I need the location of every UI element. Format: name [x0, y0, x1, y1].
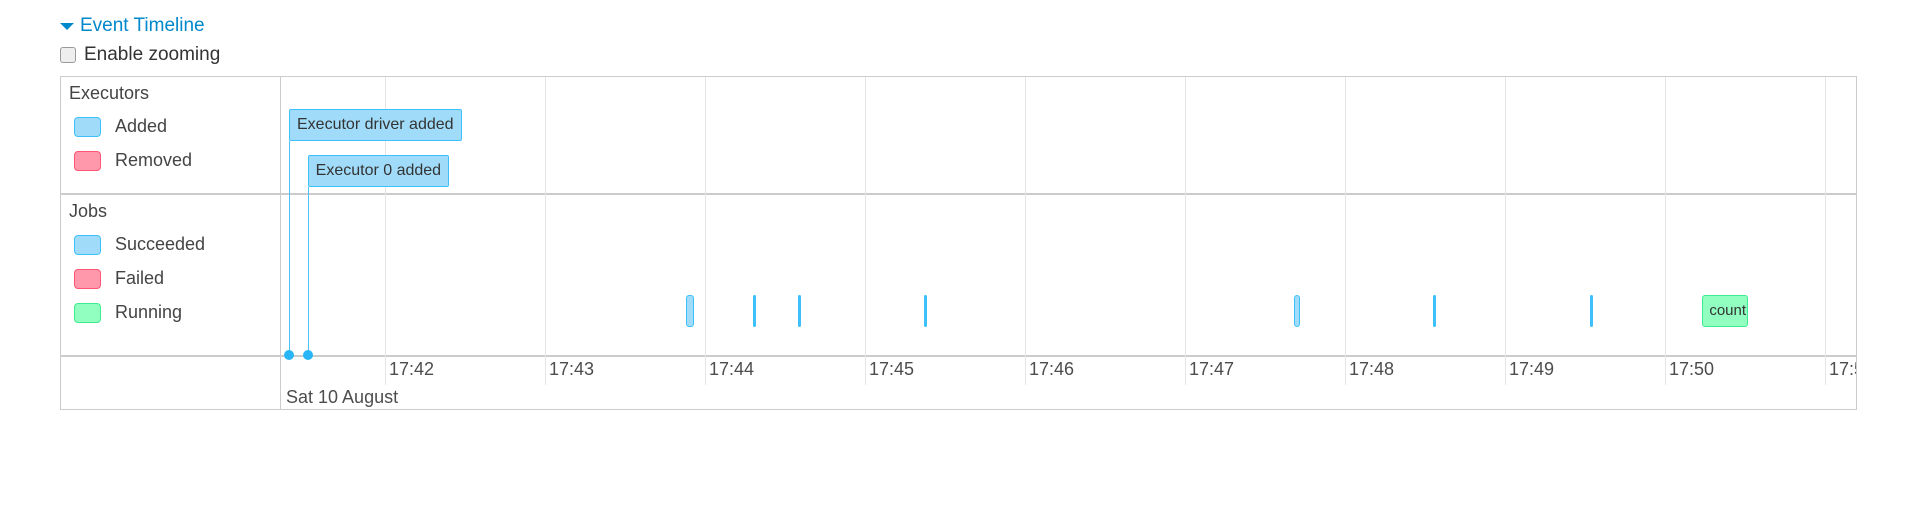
gridline — [1025, 77, 1026, 385]
axis-tick-label: 17:48 — [1349, 359, 1395, 379]
axis-tick-label: 17:46 — [1029, 359, 1075, 379]
section-title: Event Timeline — [80, 15, 205, 36]
label-column-divider — [280, 77, 281, 409]
legend-added: Added — [74, 116, 167, 137]
caret-down-icon — [60, 22, 74, 30]
event-timeline-toggle[interactable]: Event Timeline — [60, 15, 205, 37]
enable-zooming-checkbox[interactable] — [60, 47, 76, 63]
legend-label: Running — [115, 302, 183, 322]
executor-event-box[interactable]: Executor 0 added — [307, 155, 450, 187]
axis-tick-label: 17:45 — [869, 359, 915, 379]
axis-tick-label: 17:47 — [1189, 359, 1235, 379]
succeeded-swatch — [74, 234, 101, 255]
gridline — [1825, 77, 1826, 385]
date-label: Sat 10 August — [286, 387, 399, 407]
event-dot[interactable] — [302, 350, 313, 360]
gridline — [1505, 77, 1506, 385]
legend-label: Failed — [115, 268, 165, 288]
axis-divider — [61, 355, 1856, 357]
group-divider — [61, 193, 1856, 195]
job-bar[interactable] — [753, 295, 756, 327]
axis-tick-label: 17:49 — [1509, 359, 1555, 379]
legend-label: Added — [115, 116, 168, 136]
added-swatch — [74, 116, 101, 137]
removed-swatch — [74, 150, 101, 171]
enable-zooming-label: Enable zooming — [84, 44, 221, 65]
enable-zooming-row[interactable]: Enable zooming — [60, 44, 220, 66]
gridline — [385, 77, 386, 385]
job-bar[interactable] — [923, 295, 927, 327]
gridline — [865, 77, 866, 385]
event-stem — [307, 187, 309, 355]
legend-running: Running — [74, 302, 182, 323]
legend-label: Succeeded — [115, 234, 206, 254]
gridline — [1185, 77, 1186, 385]
event-stem — [289, 141, 290, 355]
gridline — [1345, 77, 1346, 385]
axis-tick-label: 17:51 — [1829, 359, 1856, 379]
running-swatch — [74, 302, 101, 323]
gridline — [545, 77, 546, 385]
axis-tick-label: 17:42 — [389, 359, 435, 379]
job-bar[interactable] — [1433, 295, 1436, 327]
gridline — [1665, 77, 1666, 385]
gridline — [705, 77, 706, 385]
axis-tick-label: 17:43 — [549, 359, 595, 379]
job-bar[interactable] — [1590, 295, 1594, 327]
job-bar[interactable] — [798, 295, 802, 327]
legend-succeeded: Succeeded — [74, 234, 205, 255]
timeline-panel[interactable]: Executors Added Removed Jobs Succeeded F… — [60, 76, 1857, 410]
job-bar[interactable] — [686, 295, 695, 327]
legend-failed: Failed — [74, 268, 164, 289]
group-jobs-title: Jobs — [69, 201, 108, 221]
axis-tick-label: 17:44 — [709, 359, 755, 379]
event-dot[interactable] — [284, 350, 294, 360]
group-executors-title: Executors — [69, 83, 150, 103]
axis-tick-label: 17:50 — [1669, 359, 1715, 379]
timeline-chart-area[interactable]: Sat 10 August 17:42 17:43 17:44 17:45 17:46 1… — [281, 77, 1856, 409]
job-running-box[interactable]: count — [1702, 295, 1748, 327]
executor-event-box[interactable]: Executor driver added — [289, 109, 462, 141]
failed-swatch — [74, 268, 101, 289]
legend-removed: Removed — [74, 150, 192, 171]
job-bar[interactable] — [1294, 295, 1300, 327]
legend-label: Removed — [115, 150, 193, 170]
